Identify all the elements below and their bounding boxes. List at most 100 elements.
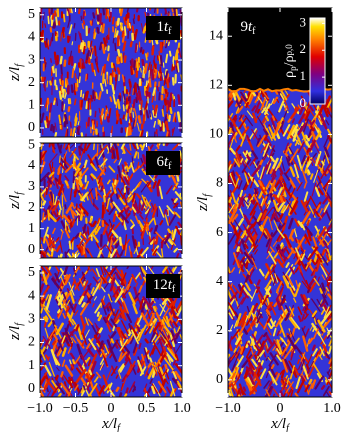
text-part: ρ (282, 71, 297, 78)
heatmap-texture (136, 44, 137, 52)
y-tick-label: 5 (28, 7, 35, 22)
heatmap-texture (307, 365, 308, 370)
heatmap-texture (70, 122, 71, 127)
heatmap-texture (158, 187, 159, 195)
heatmap-texture (48, 210, 49, 220)
heatmap-texture (127, 128, 128, 137)
y-tick-label: 8 (216, 176, 223, 191)
heatmap-texture (159, 52, 160, 56)
heatmap-texture (107, 307, 108, 310)
heatmap-texture (155, 70, 156, 77)
text-part: z/l (7, 67, 23, 82)
heatmap-texture (103, 45, 104, 53)
heatmap-texture (124, 105, 125, 111)
heatmap-texture (114, 215, 115, 222)
y-tick-label: 1 (28, 221, 35, 236)
heatmap-texture (84, 225, 85, 232)
heatmap-texture (141, 145, 143, 148)
text-part: f (117, 423, 121, 432)
heatmap-texture (157, 87, 158, 91)
heatmap-texture (239, 285, 241, 290)
heatmap-texture (133, 100, 134, 107)
y-tick-label: 4 (28, 158, 35, 173)
heatmap-texture (281, 196, 283, 201)
heatmap-texture (169, 42, 170, 45)
heatmap-texture (60, 156, 61, 162)
heatmap-texture (153, 105, 154, 109)
heatmap-texture (46, 316, 48, 319)
x-axis-label: x/lf (101, 416, 121, 432)
y-tick-label: 6 (216, 225, 223, 240)
heatmap-texture (54, 23, 55, 27)
heatmap-texture (63, 90, 64, 97)
heatmap-texture (63, 33, 64, 37)
heatmap-texture (97, 9, 98, 14)
heatmap-texture (109, 55, 110, 61)
heatmap-texture (90, 371, 91, 374)
heatmap-texture (71, 129, 72, 135)
y-tick-label: 12 (209, 78, 223, 93)
heatmap-texture (112, 339, 113, 342)
y-tick-label: 1 (28, 98, 35, 113)
heatmap-texture (173, 95, 174, 100)
heatmap-texture (267, 310, 269, 313)
heatmap-texture (315, 255, 317, 261)
y-tick-label: 3 (28, 179, 35, 194)
heatmap-texture (78, 122, 79, 125)
heatmap-texture (133, 89, 134, 95)
heatmap-texture (149, 388, 151, 392)
heatmap-texture (139, 275, 140, 279)
heatmap-texture (110, 97, 111, 101)
x-tick-label: 1.0 (173, 401, 191, 416)
heatmap-texture (108, 117, 109, 121)
heatmap-texture (322, 386, 324, 389)
heatmap-texture (152, 70, 153, 79)
heatmap-texture (170, 98, 171, 106)
heatmap-texture (169, 78, 170, 82)
heatmap-texture (145, 64, 146, 72)
heatmap-texture (115, 43, 116, 50)
heatmap-texture (109, 142, 110, 151)
y-tick-label: 4 (28, 288, 35, 303)
heatmap-texture (172, 65, 173, 71)
heatmap-texture (238, 247, 239, 250)
heatmap-texture (132, 228, 133, 233)
heatmap-texture (56, 17, 57, 24)
heatmap-texture (159, 93, 160, 100)
heatmap-texture (67, 226, 68, 229)
y-axis-label: z/lf (195, 193, 213, 212)
heatmap-texture (275, 303, 277, 306)
heatmap-texture (154, 307, 156, 311)
heatmap-texture (118, 68, 119, 73)
heatmap-texture (44, 202, 45, 205)
text-part: z/l (7, 195, 23, 210)
y-tick-label: 5 (28, 265, 35, 280)
heatmap-texture (86, 74, 87, 80)
heatmap-texture (65, 275, 67, 278)
heatmap-texture (88, 118, 89, 125)
heatmap-texture (154, 56, 155, 62)
heatmap-texture (98, 28, 99, 33)
heatmap-texture (53, 195, 54, 205)
heatmap-texture (58, 169, 59, 174)
heatmap-texture (122, 32, 123, 37)
text-part: 9 (240, 19, 248, 35)
heatmap-texture (153, 47, 154, 54)
text-part: f (202, 193, 213, 197)
heatmap-texture (159, 56, 160, 63)
heatmap-texture (76, 114, 77, 120)
heatmap-texture (104, 190, 105, 196)
heatmap-texture (162, 110, 163, 116)
heatmap-texture (129, 331, 130, 335)
heatmap-texture (60, 92, 61, 99)
heatmap-texture (167, 122, 168, 130)
heatmap-texture (141, 101, 142, 109)
y-axis-label: z/lf (7, 63, 25, 82)
text-part: f (14, 191, 25, 195)
y-tick-label: 0 (28, 120, 35, 135)
heatmap-texture (48, 17, 49, 24)
heatmap-texture (83, 12, 84, 19)
heatmap-texture (152, 97, 153, 102)
heatmap-texture (118, 100, 119, 108)
